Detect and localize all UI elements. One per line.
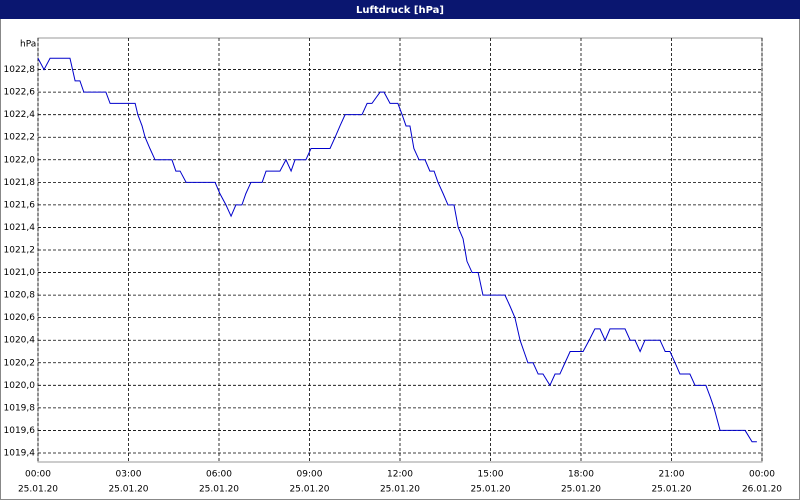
y-tick-label: 1021,6 xyxy=(4,200,36,210)
y-tick-label: 1020,0 xyxy=(4,381,36,391)
y-tick-label: 1021,4 xyxy=(4,223,36,233)
y-tick-label: 1019,8 xyxy=(4,403,36,413)
x-tick-date: 25.01.20 xyxy=(18,485,58,495)
x-tick-date: 26.01.20 xyxy=(742,485,782,495)
y-tick-label: 1022,6 xyxy=(4,88,36,98)
x-tick-date: 25.01.20 xyxy=(108,485,148,495)
y-tick-label: 1021,8 xyxy=(4,178,36,188)
y-tick-label: 1022,8 xyxy=(4,65,36,75)
x-tick-date: 25.01.20 xyxy=(289,485,329,495)
y-tick-label: 1019,6 xyxy=(4,426,36,436)
x-tick-label: 18:00 xyxy=(568,470,594,480)
y-tick-label: 1022,0 xyxy=(4,155,36,165)
x-tick-date: 25.01.20 xyxy=(470,485,510,495)
y-tick-label: 1020,4 xyxy=(4,336,36,346)
chart-title: Luftdruck [hPa] xyxy=(356,5,444,16)
x-tick-label: 15:00 xyxy=(478,470,504,480)
x-tick-label: 12:00 xyxy=(387,470,413,480)
y-tick-label: 1020,6 xyxy=(4,313,36,323)
x-tick-label: 06:00 xyxy=(206,470,232,480)
x-tick-date: 25.01.20 xyxy=(380,485,420,495)
y-tick-label: 1021,0 xyxy=(4,268,36,278)
x-tick-date: 25.01.20 xyxy=(199,485,239,495)
x-tick-label: 03:00 xyxy=(116,470,142,480)
y-tick-label: 1021,2 xyxy=(4,246,36,256)
y-tick-label: 1022,4 xyxy=(4,110,36,120)
x-tick-label: 00:00 xyxy=(749,470,775,480)
y-unit: hPa xyxy=(20,40,36,50)
x-tick-date: 25.01.20 xyxy=(651,485,691,495)
title-bar xyxy=(0,0,800,19)
y-tick-label: 1022,2 xyxy=(4,133,36,143)
x-tick-date: 25.01.20 xyxy=(561,485,601,495)
x-tick-label: 00:00 xyxy=(25,470,51,480)
x-tick-label: 21:00 xyxy=(659,470,685,480)
y-tick-label: 1020,8 xyxy=(4,291,36,301)
y-tick-label: 1019,4 xyxy=(4,448,36,458)
y-tick-label: 1020,2 xyxy=(4,358,36,368)
data-line xyxy=(37,57,757,443)
x-tick-label: 09:00 xyxy=(297,470,323,480)
